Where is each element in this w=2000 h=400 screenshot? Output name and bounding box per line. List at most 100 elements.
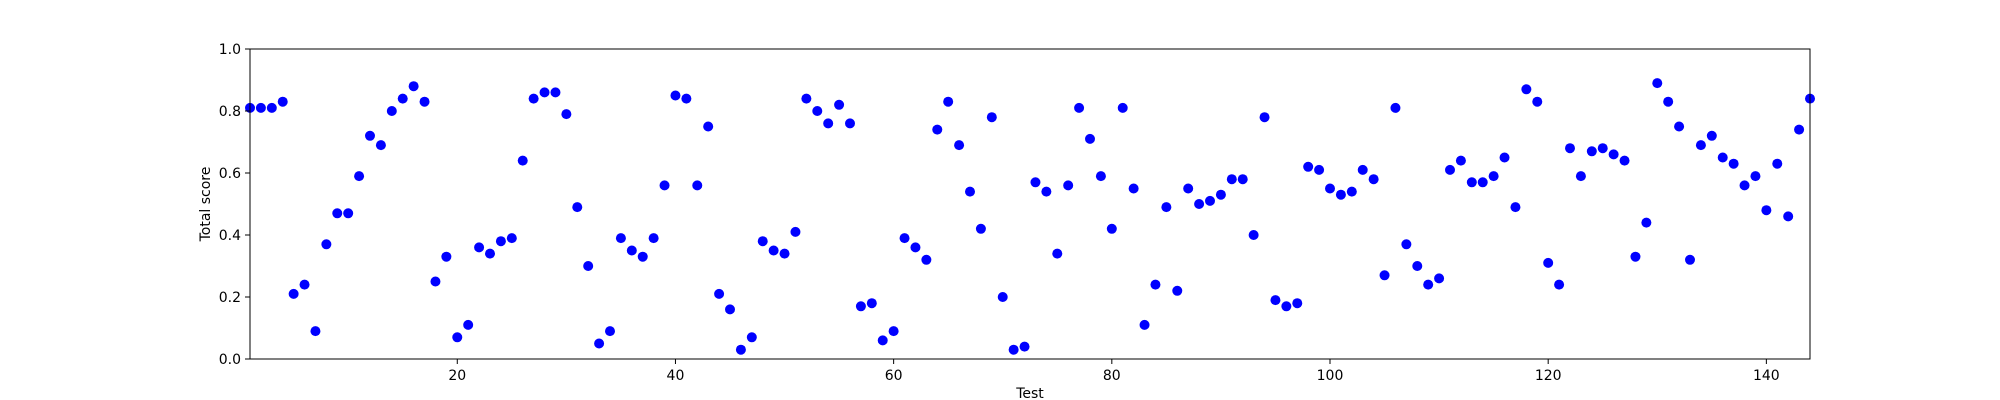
data-point xyxy=(714,288,725,299)
data-point xyxy=(648,233,659,244)
data-point xyxy=(943,96,954,107)
data-point xyxy=(408,81,419,92)
data-point xyxy=(1390,102,1401,113)
data-point xyxy=(1685,254,1695,265)
data-point xyxy=(899,233,910,244)
data-point xyxy=(1434,273,1445,284)
data-point xyxy=(1041,186,1052,197)
data-point xyxy=(539,87,550,98)
x-tick-label: 100 xyxy=(1317,368,1344,384)
data-point xyxy=(1248,230,1259,240)
data-point xyxy=(583,261,594,271)
data-point xyxy=(1292,298,1303,309)
data-point xyxy=(1117,102,1128,113)
data-point xyxy=(1325,183,1335,194)
data-point xyxy=(266,102,277,113)
data-point xyxy=(1674,121,1685,132)
data-point xyxy=(1772,158,1783,169)
data-point xyxy=(703,121,714,132)
data-point xyxy=(1750,171,1761,182)
x-tick-label: 60 xyxy=(885,368,903,384)
y-tick-label: 0.4 xyxy=(219,228,241,244)
data-point xyxy=(921,254,932,265)
data-point xyxy=(528,93,539,104)
data-point xyxy=(1455,155,1466,166)
data-point xyxy=(845,118,855,129)
data-point xyxy=(1412,261,1423,271)
data-point xyxy=(986,112,997,123)
data-point xyxy=(866,298,877,309)
data-point xyxy=(1488,171,1499,182)
data-point xyxy=(626,245,637,256)
data-point xyxy=(550,87,561,98)
data-point xyxy=(1717,152,1728,163)
data-point xyxy=(1794,124,1805,135)
x-tick-label: 140 xyxy=(1753,368,1780,384)
data-point xyxy=(1139,319,1150,330)
data-point xyxy=(1761,205,1772,216)
data-point xyxy=(299,279,310,290)
data-point xyxy=(1477,177,1488,188)
data-point xyxy=(474,242,485,253)
data-point xyxy=(572,202,583,213)
data-point xyxy=(768,245,779,256)
data-point xyxy=(1019,341,1030,352)
data-point xyxy=(1335,189,1346,200)
y-tick-label: 1.0 xyxy=(219,42,241,58)
data-point xyxy=(975,223,986,234)
data-point xyxy=(1706,130,1717,141)
data-point xyxy=(332,208,343,219)
data-point xyxy=(397,93,408,104)
data-point xyxy=(1008,344,1019,355)
data-point xyxy=(681,93,692,104)
data-point xyxy=(1281,301,1292,312)
data-point xyxy=(1303,161,1314,172)
data-point xyxy=(1783,211,1794,222)
data-point xyxy=(1652,78,1663,89)
x-axis-ticks: 20 40 60 80 100 120 140 xyxy=(448,359,1780,384)
data-point xyxy=(932,124,943,135)
data-point xyxy=(310,326,321,337)
data-point xyxy=(1641,217,1652,228)
data-point xyxy=(1030,177,1041,188)
data-point xyxy=(419,96,430,107)
data-point xyxy=(670,90,681,101)
data-point xyxy=(1543,257,1554,268)
data-point xyxy=(1183,183,1194,194)
data-point xyxy=(1499,152,1510,163)
data-point xyxy=(605,326,615,337)
data-point xyxy=(1586,146,1597,157)
data-point xyxy=(735,344,746,355)
data-point xyxy=(1728,158,1739,169)
data-point xyxy=(659,180,670,191)
data-point xyxy=(1379,270,1390,281)
data-point xyxy=(1215,189,1226,200)
data-point xyxy=(506,233,517,244)
data-point xyxy=(1085,133,1095,144)
data-point xyxy=(1063,180,1074,191)
data-point xyxy=(386,106,397,116)
data-point xyxy=(452,332,463,343)
data-points xyxy=(245,78,1815,355)
data-point xyxy=(354,171,365,182)
data-point xyxy=(1565,143,1575,154)
data-point xyxy=(615,233,626,244)
data-point xyxy=(823,118,834,129)
data-point xyxy=(910,242,921,253)
data-point xyxy=(1346,186,1357,197)
x-tick-label: 20 xyxy=(448,368,466,384)
data-point xyxy=(1074,102,1085,113)
data-point xyxy=(1357,164,1368,175)
data-point xyxy=(801,93,812,104)
data-point xyxy=(1270,295,1281,306)
data-point xyxy=(757,236,768,247)
data-point xyxy=(1619,155,1630,166)
data-point xyxy=(1150,279,1161,290)
data-point xyxy=(517,155,528,166)
data-point xyxy=(725,304,735,315)
data-point xyxy=(1695,140,1706,151)
data-point xyxy=(1226,174,1237,185)
y-tick-label: 0.0 xyxy=(219,352,241,368)
